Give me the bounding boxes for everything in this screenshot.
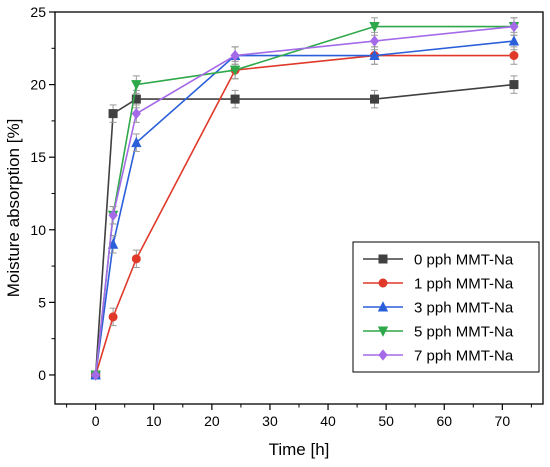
legend-swatch-marker xyxy=(378,278,388,288)
data-point xyxy=(508,35,520,46)
data-point xyxy=(108,209,118,221)
legend-swatch-marker xyxy=(378,254,388,264)
legend-swatch-marker xyxy=(377,326,389,337)
legend-label: 7 pph MMT-Na xyxy=(414,348,514,365)
series-line xyxy=(94,54,514,376)
legend-item: 5 pph MMT-Na xyxy=(363,324,514,341)
y-tick-label: 15 xyxy=(30,149,46,165)
axis-ticks: 0 10 20 30 40 50 60 70 0 5 10 15 20 25 xyxy=(30,4,532,429)
y-tick-label: 0 xyxy=(38,367,46,383)
data-point xyxy=(131,136,142,148)
series-layer xyxy=(90,17,520,381)
data-point xyxy=(509,80,519,90)
y-tick-label: 25 xyxy=(30,4,46,20)
x-tick-label: 60 xyxy=(436,413,452,429)
series-line xyxy=(94,40,515,376)
y-axis-title: Moisture absorption [%] xyxy=(4,119,23,298)
series-line xyxy=(94,25,515,376)
data-point xyxy=(370,94,380,104)
data-point xyxy=(509,20,519,33)
x-tick-label: 20 xyxy=(204,413,220,429)
legend-item: 3 pph MMT-Na xyxy=(363,300,514,317)
legend-label: 5 pph MMT-Na xyxy=(414,324,514,341)
x-tick-label: 70 xyxy=(495,413,511,429)
x-tick-label: 50 xyxy=(378,413,394,429)
data-point xyxy=(131,94,141,104)
legend-swatch-marker xyxy=(378,349,388,361)
x-tick-label: 30 xyxy=(262,413,278,429)
data-point xyxy=(230,94,240,104)
legend-label: 3 pph MMT-Na xyxy=(414,300,514,317)
legend-label: 1 pph MMT-Na xyxy=(414,276,514,293)
x-tick-label: 0 xyxy=(92,413,100,429)
legend-swatch-marker xyxy=(377,301,389,312)
legend-item: 1 pph MMT-Na xyxy=(363,276,514,293)
data-point xyxy=(108,312,118,322)
x-tick-label: 40 xyxy=(320,413,336,429)
series-4 xyxy=(91,17,519,381)
data-point xyxy=(369,35,380,47)
data-point xyxy=(230,49,240,62)
x-axis-title: Time [h] xyxy=(269,440,330,459)
data-point xyxy=(131,254,141,264)
legend-item: 7 pph MMT-Na xyxy=(363,348,514,365)
y-tick-label: 20 xyxy=(30,77,46,93)
data-point xyxy=(509,51,519,61)
legend-label: 0 pph MMT-Na xyxy=(414,252,514,269)
data-point xyxy=(131,80,142,91)
y-tick-label: 5 xyxy=(38,294,46,310)
data-point xyxy=(369,49,380,61)
legend-item: 0 pph MMT-Na xyxy=(363,252,514,269)
data-point xyxy=(91,369,101,381)
data-point xyxy=(369,22,380,33)
x-tick-label: 10 xyxy=(146,413,162,429)
data-point xyxy=(229,65,241,76)
legend: 0 pph MMT-Na 1 pph MMT-Na 3 pph MMT-Na 5 pp… xyxy=(352,241,540,373)
y-tick-label: 10 xyxy=(30,222,46,238)
data-point xyxy=(131,107,141,120)
data-point xyxy=(108,109,118,119)
